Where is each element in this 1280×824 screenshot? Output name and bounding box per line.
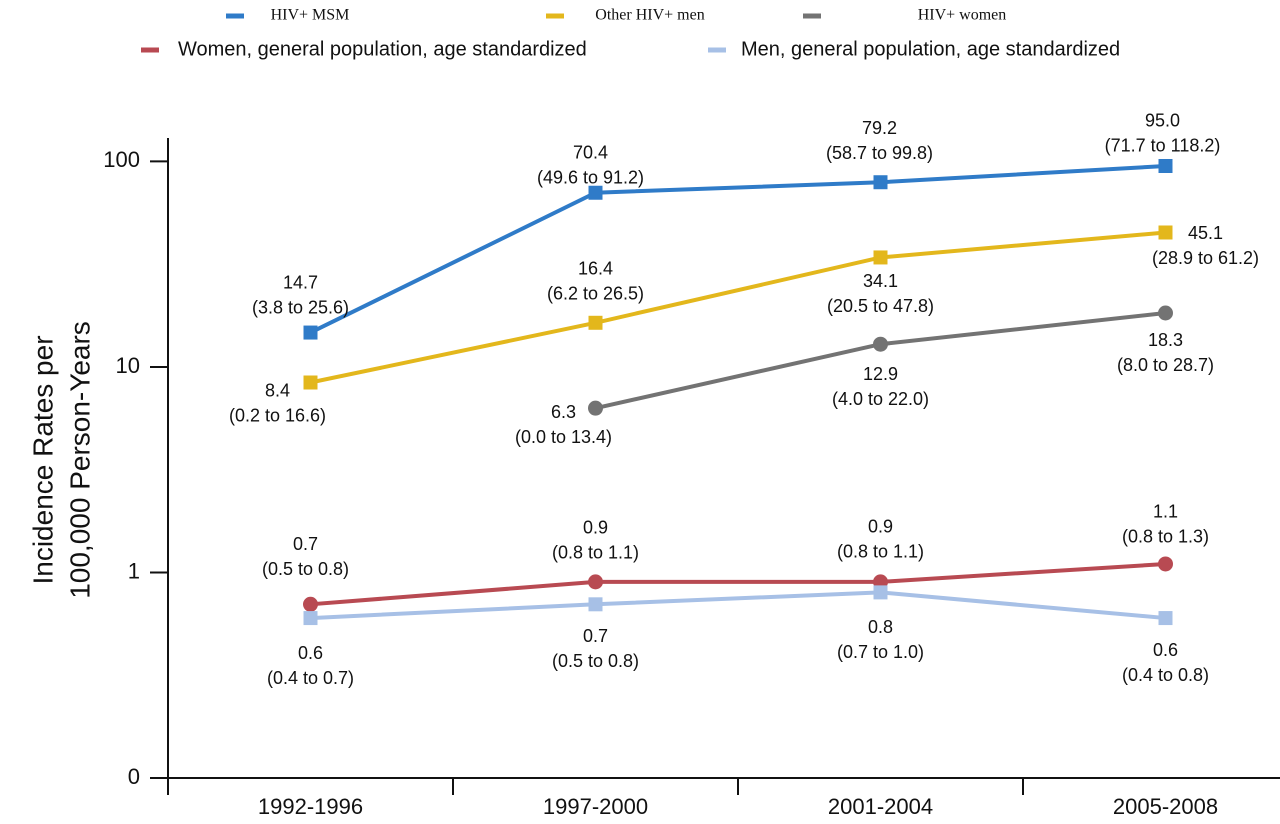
interval-label: (0.7 to 1.0) xyxy=(837,642,924,662)
point xyxy=(1158,305,1173,321)
legend-label: Women, general population, age standardi… xyxy=(178,38,587,60)
legend-label: HIV+ MSM xyxy=(271,7,350,24)
interval-label: (0.8 to 1.1) xyxy=(552,543,639,563)
interval-label: (8.0 to 28.7) xyxy=(1117,355,1214,375)
interval-label: (0.8 to 1.1) xyxy=(837,542,924,562)
point xyxy=(1158,611,1173,626)
interval-label: (0.4 to 0.7) xyxy=(267,668,354,688)
interval-label: (20.5 to 47.8) xyxy=(827,296,934,316)
interval-label: (0.0 to 13.4) xyxy=(515,427,612,447)
data-label: 79.2 xyxy=(862,118,897,138)
point xyxy=(588,400,603,416)
point xyxy=(588,574,603,590)
point xyxy=(588,597,603,612)
y-tick-label: 0 xyxy=(128,764,140,789)
interval-label: (6.2 to 26.5) xyxy=(547,284,644,304)
series-line xyxy=(310,590,1166,621)
data-label: 0.9 xyxy=(583,518,608,538)
interval-label: (0.8 to 1.3) xyxy=(1122,527,1209,547)
point xyxy=(1158,158,1173,173)
point xyxy=(873,175,888,190)
y-tick-label: 100 xyxy=(103,147,140,172)
point xyxy=(873,250,888,265)
legend-label: HIV+ women xyxy=(918,7,1007,24)
y-tick-label: 1 xyxy=(128,558,140,583)
data-label: 0.7 xyxy=(583,626,608,646)
interval-label: (0.4 to 0.8) xyxy=(1122,665,1209,685)
data-label: 45.1 xyxy=(1188,223,1223,243)
interval-label: (3.8 to 25.6) xyxy=(252,297,349,317)
interval-label: (4.0 to 22.0) xyxy=(832,389,929,409)
point xyxy=(1158,225,1173,240)
series-line xyxy=(310,230,1166,385)
point xyxy=(303,375,318,390)
interval-label: (58.7 to 99.8) xyxy=(826,143,933,163)
data-label: 0.8 xyxy=(868,617,893,637)
point xyxy=(588,315,603,330)
data-label: 0.7 xyxy=(293,534,318,554)
series-line xyxy=(309,164,1166,335)
data-label: 70.4 xyxy=(573,142,608,162)
point xyxy=(873,336,888,352)
point xyxy=(1158,556,1173,572)
point xyxy=(588,185,603,200)
y-axis-title: 100,000 Person-Years xyxy=(64,321,95,599)
interval-label: (0.5 to 0.8) xyxy=(262,559,349,579)
data-label: 0.9 xyxy=(868,517,893,537)
data-label: 0.6 xyxy=(298,643,323,663)
interval-label: (71.7 to 118.2) xyxy=(1105,136,1221,156)
point xyxy=(303,325,318,340)
data-label: 14.7 xyxy=(283,272,318,292)
y-axis-title: Incidence Rates per xyxy=(27,335,58,584)
interval-label: (0.2 to 16.6) xyxy=(229,405,326,425)
data-label: 0.6 xyxy=(1153,640,1178,660)
x-tick-label: 1992-1996 xyxy=(258,794,363,819)
data-label: 12.9 xyxy=(863,364,898,384)
data-label: 8.4 xyxy=(265,380,290,400)
interval-label: (49.6 to 91.2) xyxy=(537,167,644,187)
data-label: 95.0 xyxy=(1145,111,1180,131)
data-label: 16.4 xyxy=(578,259,613,279)
series-line xyxy=(310,561,1166,607)
point xyxy=(303,611,318,626)
x-tick-label: 2001-2004 xyxy=(828,794,933,819)
interval-label: (0.5 to 0.8) xyxy=(552,651,639,671)
data-label: 34.1 xyxy=(863,271,898,291)
point xyxy=(303,596,318,612)
legend-label: Other HIV+ men xyxy=(595,7,704,24)
point xyxy=(873,585,888,600)
y-tick-label: 10 xyxy=(116,353,140,378)
x-tick-label: 2005-2008 xyxy=(1113,794,1218,819)
data-label: 6.3 xyxy=(551,402,576,422)
data-label: 18.3 xyxy=(1148,330,1183,350)
interval-label: (28.9 to 61.2) xyxy=(1152,248,1259,268)
data-label: 1.1 xyxy=(1153,502,1178,522)
x-tick-label: 1997-2000 xyxy=(543,794,648,819)
legend-label: Men, general population, age standardize… xyxy=(741,38,1120,60)
